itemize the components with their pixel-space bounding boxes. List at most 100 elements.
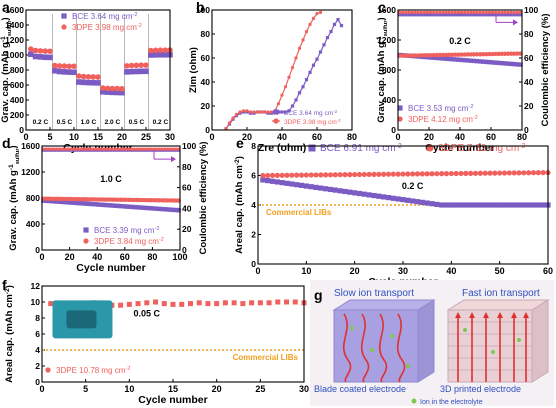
data-point-tdpe [502, 51, 508, 57]
data-point-bce [463, 202, 469, 208]
x-axis-label: Cycle number [425, 142, 494, 154]
efficiency-point-tdpe [99, 147, 103, 151]
data-point-tdpe [458, 170, 464, 177]
efficiency-point-tdpe [500, 10, 504, 14]
efficiency-point-tdpe [124, 147, 128, 151]
legend-marker-bce [397, 105, 403, 111]
efficiency-point-bce [413, 13, 417, 17]
efficiency-point-tdpe [116, 147, 120, 151]
y-tick-label: 40 [201, 77, 211, 87]
efficiency-point-tdpe [52, 147, 57, 151]
y-tick-label: 6 [251, 171, 256, 181]
efficiency-point-bce [416, 13, 420, 17]
y-tick-label: 1200 [21, 167, 40, 177]
data-point-bce [294, 98, 298, 102]
photo-inset-detail [66, 310, 97, 329]
y2-tick-label: 40 [524, 77, 534, 87]
x-axis-label: Cycle number [76, 262, 145, 274]
data-point-bce [42, 54, 48, 61]
x-tick-label: 20 [65, 252, 75, 262]
data-point-tdpe [265, 172, 271, 179]
efficiency-point-tdpe [132, 147, 137, 151]
data-point-bce [128, 68, 135, 75]
x-tick-label: 30 [398, 266, 408, 276]
data-point-bce [71, 69, 77, 76]
y-tick-label: 2 [251, 230, 256, 240]
series-line-bce [225, 18, 343, 130]
efficiency-point-tdpe [102, 147, 106, 151]
data-point-bce [443, 56, 449, 61]
data-point-bce [287, 109, 291, 113]
efficiency-point-tdpe [422, 10, 426, 14]
data-point-bce [95, 80, 101, 86]
data-point-bce [66, 200, 71, 205]
data-point-bce [63, 199, 68, 205]
data-point-tdpe [443, 52, 449, 58]
data-point-bce [101, 202, 107, 208]
data-point-bce [56, 68, 63, 75]
legend-marker-tdpe [61, 24, 67, 30]
efficiency-point-bce [419, 13, 423, 17]
ion-legend-text: Ion in the electrolyte [420, 399, 483, 406]
panel-label-c: c [378, 0, 386, 15]
x-tick-label: 60 [312, 132, 322, 142]
data-point-tdpe [133, 62, 140, 69]
efficiency-point-tdpe [141, 147, 145, 151]
x-tick-label: 5 [47, 132, 52, 142]
legend-text-bce: BCE 3.39 mg cm-2 [94, 226, 159, 235]
x-tick-label: 5 [83, 384, 88, 394]
data-point-bce [313, 184, 319, 191]
data-point-tdpe [315, 12, 319, 16]
data-point-bce [165, 207, 170, 212]
efficiency-point-tdpe [91, 147, 95, 151]
y-tick-label: 1200 [5, 35, 24, 45]
efficiency-point-bce [397, 13, 402, 17]
y-tick-label: 400 [382, 95, 396, 105]
data-point-bce [124, 69, 130, 75]
data-point-bce [311, 63, 316, 67]
data-point-bce [100, 88, 106, 95]
data-point-tdpe [148, 47, 154, 54]
data-point-tdpe [100, 85, 106, 91]
chart-panel-c: c0 20 40 60 80040080012001600020406080100Cyc… [376, 0, 552, 154]
x-tick-label: 60 [486, 132, 496, 142]
data-point-tdpe [284, 299, 290, 305]
data-point-bce [112, 203, 118, 208]
efficiency-point-tdpe [152, 147, 156, 151]
x-tick-label: 0 [209, 132, 214, 142]
data-point-tdpe [276, 102, 281, 106]
efficiency-point-tdpe [494, 10, 498, 14]
data-point-bce [176, 208, 181, 213]
data-point-bce [148, 206, 154, 211]
data-point-tdpe [453, 52, 458, 57]
data-point-tdpe [540, 170, 546, 176]
data-point-tdpe [28, 46, 34, 52]
data-point-bce [385, 195, 392, 201]
efficiency-point-tdpe [110, 147, 114, 151]
y-axis-label-part: Grav. cap. (mAh g [376, 42, 387, 123]
efficiency-point-bce [478, 13, 482, 17]
data-point-tdpe [85, 73, 92, 80]
data-point-tdpe [415, 53, 421, 58]
data-point-bce [502, 61, 508, 66]
efficiency-point-tdpe [512, 10, 516, 14]
efficiency-point-tdpe [41, 147, 45, 151]
data-point-bce [79, 201, 85, 206]
data-point-tdpe [303, 172, 309, 178]
efficiency-point-tdpe [88, 147, 92, 151]
x-tick-label: 0 [395, 132, 400, 142]
data-point-bce [414, 199, 421, 205]
slow-ion-title: Slow ion transport [334, 288, 414, 299]
data-point-bce [462, 57, 467, 63]
data-point-tdpe [37, 48, 44, 54]
x-tick-label: 100 [172, 252, 187, 262]
data-point-bce [332, 22, 337, 26]
data-point-bce [104, 202, 110, 208]
data-point-bce [90, 79, 96, 86]
efficiency-point-bce [518, 13, 523, 17]
efficiency-point-tdpe [130, 147, 134, 151]
legend-text-bce: BCE 3.64 mg cm-2 [72, 12, 137, 21]
data-point-bce [472, 202, 479, 208]
plot-frame [25, 9, 171, 131]
efficiency-point-tdpe [466, 10, 470, 14]
